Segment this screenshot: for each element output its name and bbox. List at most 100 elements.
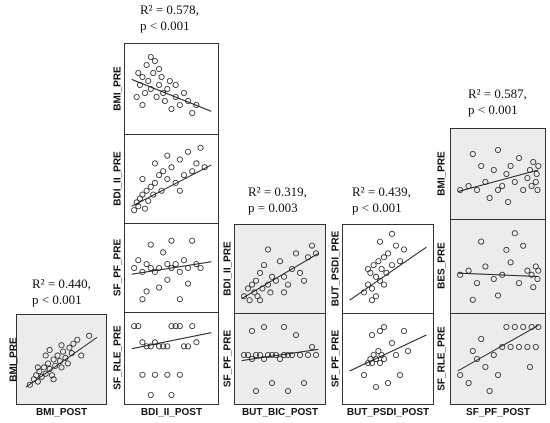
data-point [503,171,510,178]
data-point [535,163,542,170]
data-point [58,342,65,349]
data-point [367,269,374,276]
data-point [131,265,138,272]
data-point [377,238,384,245]
data-point [189,168,196,175]
data-point [156,172,163,179]
data-point [160,168,167,175]
scatter-plot-g2-p2 [131,237,212,303]
scatter-panel-g4-p0 [342,224,434,314]
data-point [490,275,497,282]
regression-line [241,252,319,300]
data-point [486,388,493,395]
data-point [269,273,276,280]
data-point [180,343,187,350]
data-point [139,339,146,346]
data-point [473,187,480,194]
data-point [158,73,165,80]
data-point [313,250,320,257]
r2-stat-g2: R² = 0.578, [140,2,199,17]
data-point [131,207,138,214]
data-point [248,281,255,288]
data-point [401,246,408,253]
scatter-panel-g2-p3 [124,312,219,405]
regression-line [131,78,212,112]
p-stat-g5: p < 0.001 [468,102,518,117]
y-axis-label-g1-p0: BMI_PRE [8,337,20,382]
data-point [520,187,527,194]
data-point [166,78,173,85]
data-point [64,360,71,367]
data-point [168,323,175,330]
regression-line [457,324,539,372]
y-axis-label-g2-p3: SF_RLE_PRE [112,325,124,390]
x-axis-label-g3: BUT_BIC_POST [241,407,319,418]
data-point [478,163,485,170]
data-point [490,167,497,174]
data-point [131,323,138,330]
data-point [533,171,540,178]
data-point [78,352,85,359]
scatter-plot-g4-p0 [349,230,427,304]
data-point [482,263,489,270]
data-point [516,280,523,287]
data-point [50,356,57,363]
data-point [534,187,541,194]
y-axis-label-g2-p1: BDI_II_PRE [112,151,124,206]
x-axis-label-g5: SF_PF_POST [466,407,530,418]
data-point [293,331,300,338]
data-point [147,86,154,93]
data-point [180,172,187,179]
data-point [172,179,179,186]
data-point [269,380,276,387]
data-point [377,360,384,367]
regression-line [349,246,427,301]
data-point [244,285,251,292]
data-point [260,262,267,269]
data-point [389,339,396,346]
data-point [58,364,65,371]
data-point [193,339,200,346]
data-point [368,285,375,292]
data-point [246,297,253,304]
scatter-panel-g1-p0 [16,314,107,405]
p-stat-g4: p < 0.001 [352,200,402,215]
data-point [164,261,171,268]
data-point [486,195,493,202]
data-point [505,199,512,206]
data-point [41,364,48,371]
data-point [260,356,267,363]
data-point [164,86,171,93]
data-point [147,391,154,398]
data-point [33,372,40,379]
scatter-plot-g3-p0 [241,242,320,304]
data-point [164,343,171,350]
data-point [168,106,175,113]
data-point [164,152,171,159]
data-point [151,268,158,275]
data-point [469,296,476,303]
data-point [176,102,183,109]
data-point [156,82,163,89]
data-point [135,69,142,76]
data-point [495,292,502,299]
y-axis-label-g2-p0: BMI_PRE [112,66,124,111]
data-point [385,380,392,387]
data-point [185,148,192,155]
data-point [147,265,154,272]
data-point [277,356,284,363]
scatter-plot-g5-p1 [457,230,542,303]
data-point [389,262,396,269]
data-point [45,360,52,367]
data-point [38,373,45,380]
data-point [147,241,154,248]
scatter-panel-g3-p1 [234,313,326,405]
data-point [139,102,146,109]
data-point [256,352,263,359]
data-point [172,94,179,101]
data-point [285,352,292,359]
data-point [156,343,163,350]
data-point [133,94,140,101]
y-axis-label-g3-p0: BDI_II_PRE [222,241,234,296]
data-point [168,164,175,171]
